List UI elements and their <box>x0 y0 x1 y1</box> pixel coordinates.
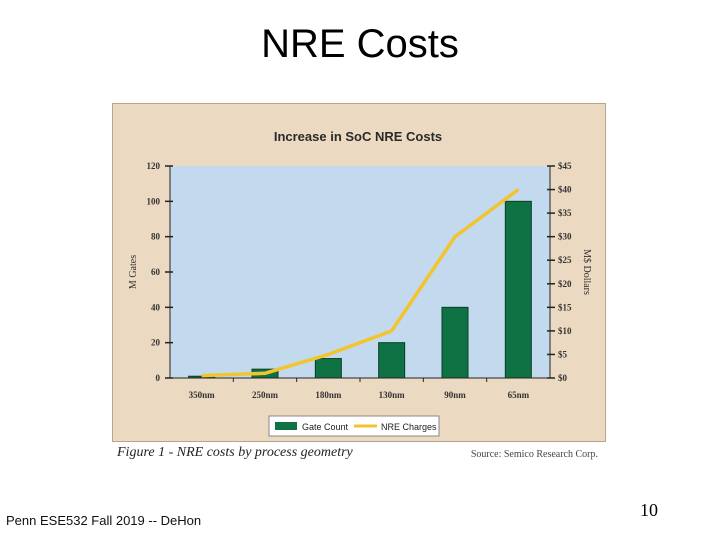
slide-title: NRE Costs <box>261 22 459 66</box>
y2-tick-label: $30 <box>558 232 572 242</box>
x-tick-label: 90nm <box>444 390 466 400</box>
x-tick-label: 130nm <box>379 390 406 400</box>
nre-charges-line <box>201 188 520 378</box>
y2-tick-label: $45 <box>558 161 572 171</box>
y-axis-label: M Gates <box>128 255 139 289</box>
bar-180nm <box>314 358 342 379</box>
nre-chart: Increase in SoC NRE Costs 0 20 40 60 80 100 12… <box>128 129 592 437</box>
y2-tick-label: $15 <box>558 302 572 312</box>
plot-area <box>170 166 550 378</box>
y2-axis-label: M$ Dollars <box>581 249 592 295</box>
y-tick-label: 100 <box>147 196 161 206</box>
y2-tick-label: $0 <box>558 373 568 383</box>
y2-tick-label: $25 <box>558 255 572 265</box>
y2-tick-label: $20 <box>558 279 572 289</box>
y2-tick-label: $10 <box>558 326 572 336</box>
bar-90nm <box>441 306 469 379</box>
y2-tick-label: $35 <box>558 208 572 218</box>
y-tick-label: 20 <box>151 338 161 348</box>
x-tick-label: 350nm <box>189 390 216 400</box>
legend: Gate Count NRE Charges <box>268 415 440 437</box>
chart-title: Increase in SoC NRE Costs <box>274 129 442 144</box>
y-tick-label: 120 <box>147 161 161 171</box>
legend-gate-count-swatch <box>275 422 297 430</box>
bar-130nm <box>378 342 406 379</box>
x-tick-label: 250nm <box>252 390 279 400</box>
page-number: 10 <box>640 500 658 520</box>
figure-source: Source: Semico Research Corp. <box>470 449 598 460</box>
x-tick-label: 180nm <box>315 390 342 400</box>
y-tick-label: 40 <box>151 302 161 312</box>
y-tick-label: 0 <box>156 373 161 383</box>
y-tick-label: 80 <box>151 232 161 242</box>
bar-65nm <box>504 200 532 379</box>
y-tick-label: 60 <box>151 267 161 277</box>
x-tick-label: 65nm <box>508 390 530 400</box>
legend-nre-label: NRE Charges <box>381 422 437 432</box>
y2-tick-label: $5 <box>558 349 568 359</box>
legend-gate-count-label: Gate Count <box>302 422 349 432</box>
y2-tick-label: $40 <box>558 185 572 195</box>
slide-footer: Penn ESE532 Fall 2019 -- DeHon <box>6 513 202 528</box>
figure-caption: Figure 1 - NRE costs by process geometry <box>117 445 353 460</box>
